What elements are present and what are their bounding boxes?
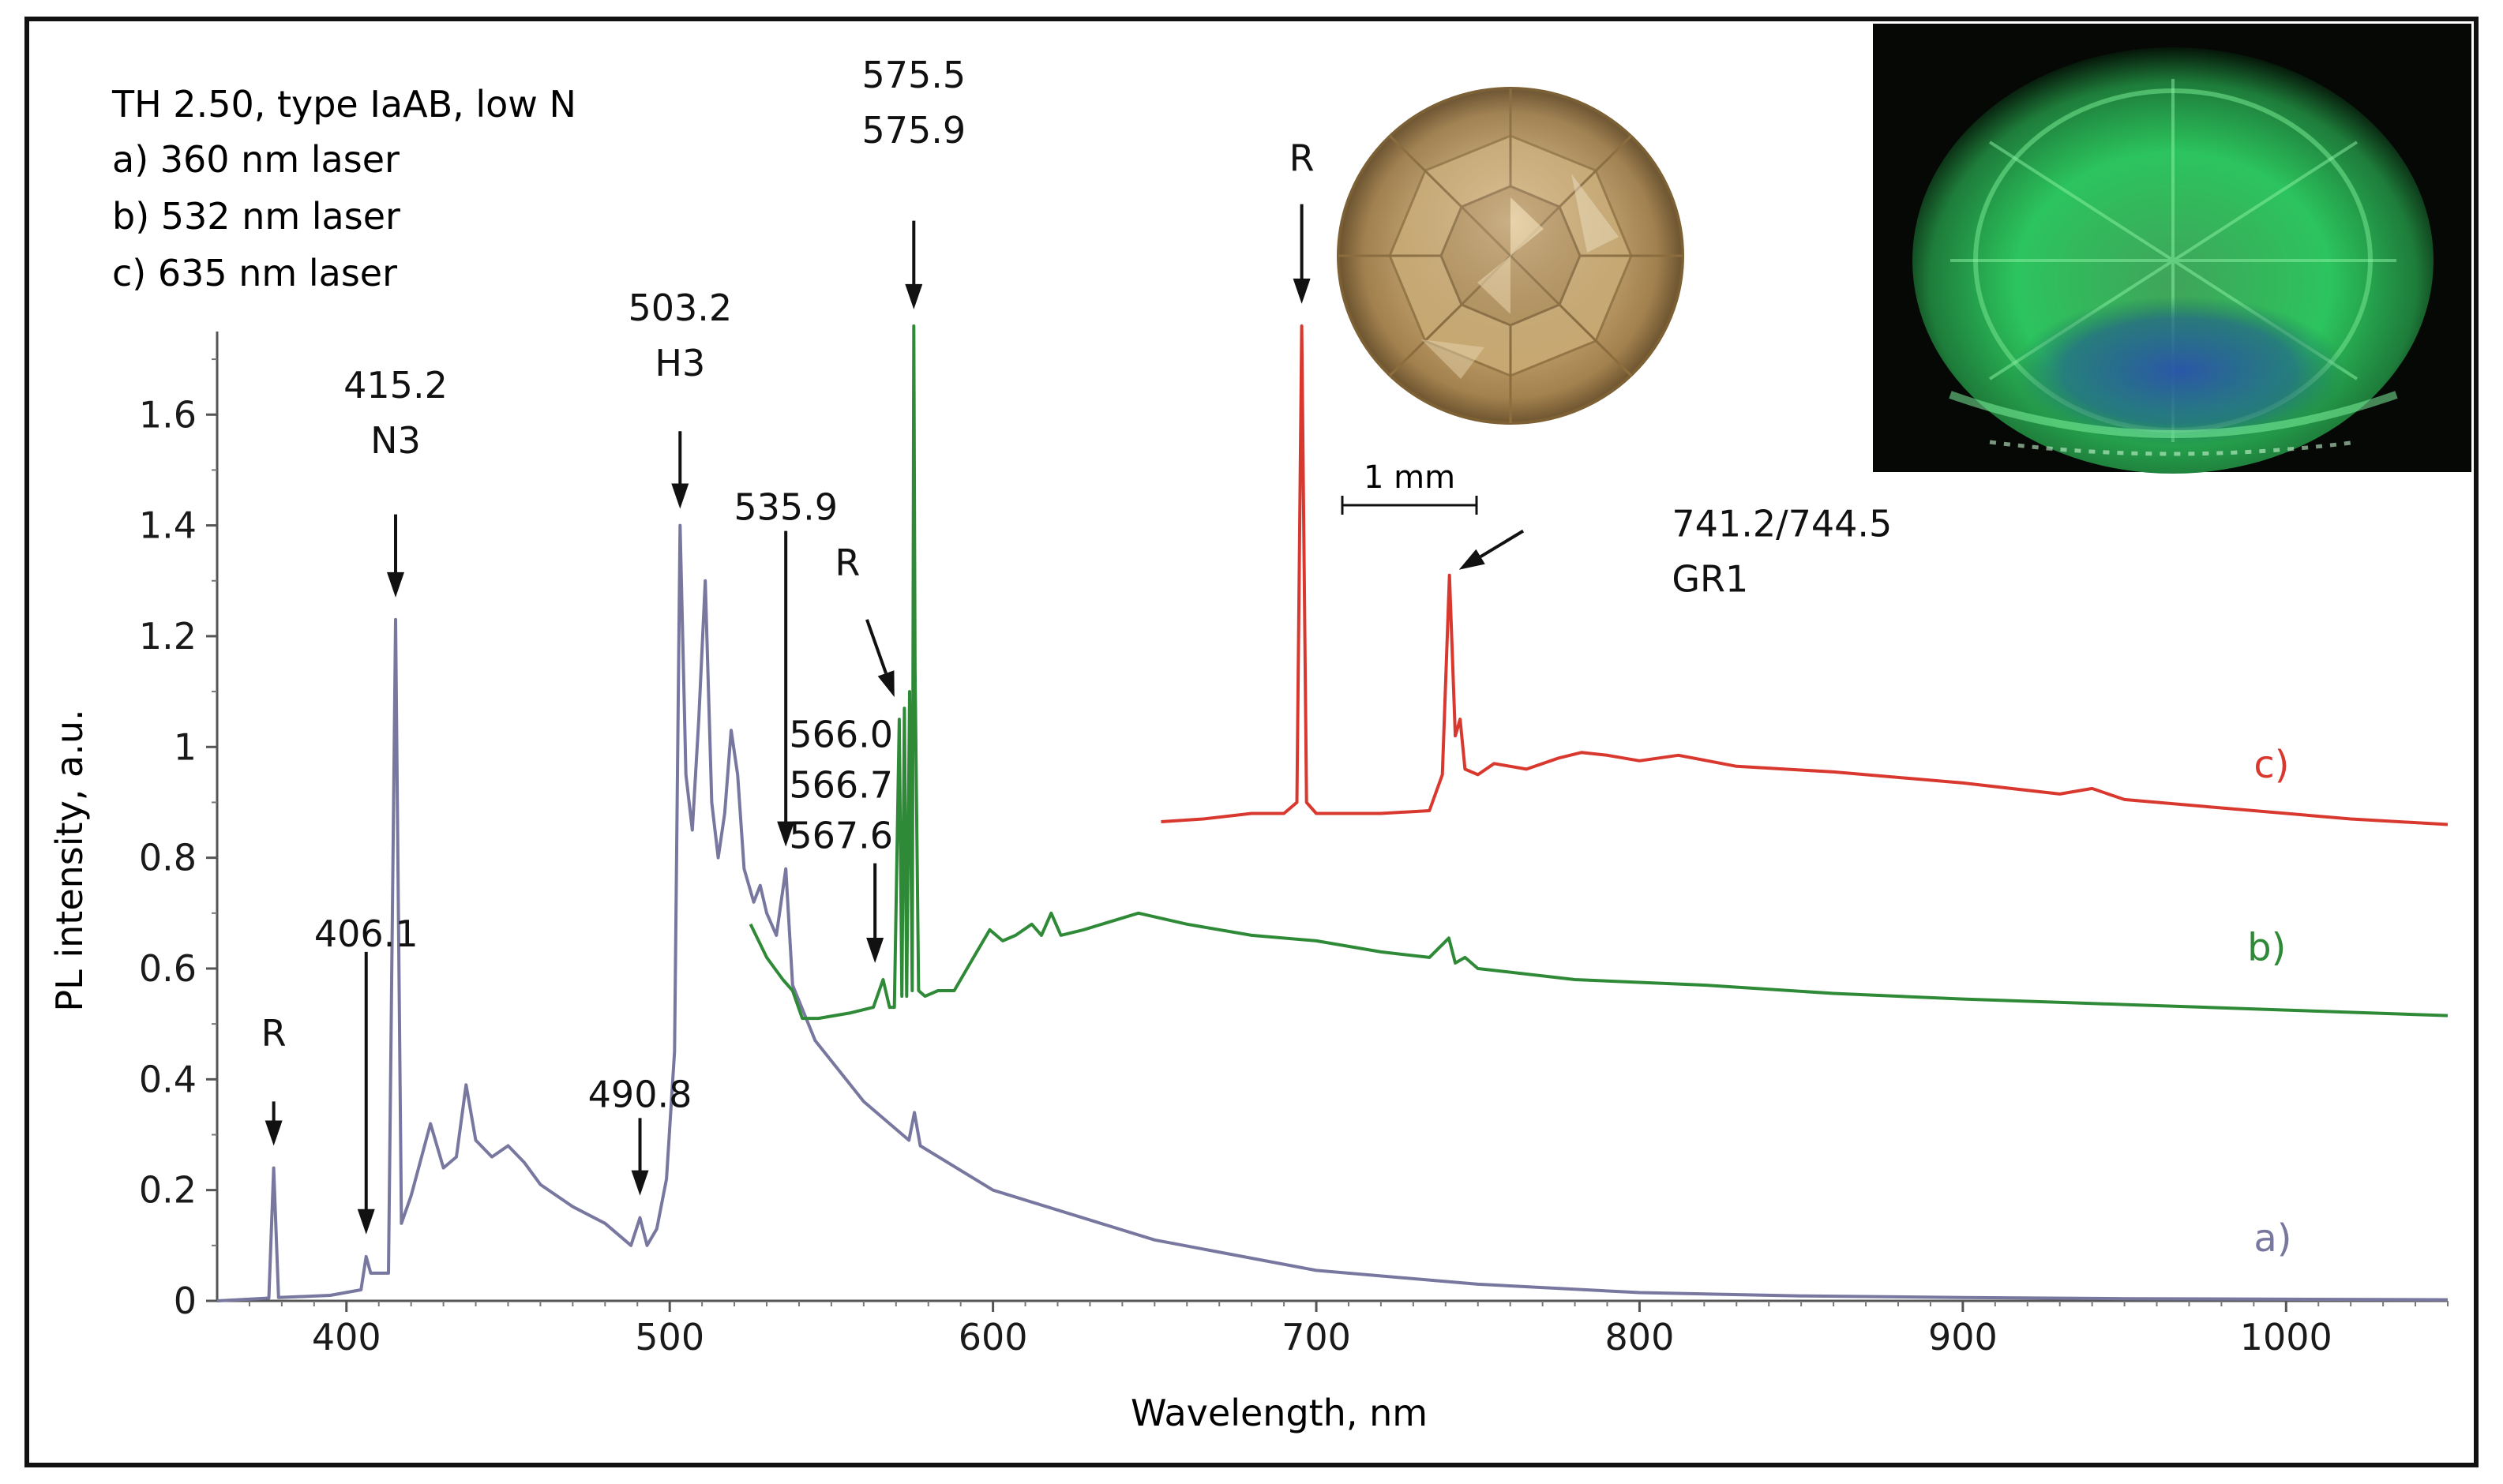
annotation-arrow-head [387,571,404,598]
series-a-line [216,523,2449,1302]
annotation-p-575: 575.5 575.9 [861,54,966,309]
x-tick-label: 400 [312,1316,381,1358]
annotations-layer: R 406.1 415.2 N3 490.8 503.2 H3 535.9 566.0 566.7… [261,54,1892,1235]
x-tick-label: 700 [1282,1316,1351,1358]
annotation-arrow-head [1458,549,1485,570]
annotation-r-695: R [1289,137,1315,304]
annotation-arrow-head [631,1170,649,1196]
legend-line-b: b) 532 nm laser [112,195,400,238]
annotation-label: N3 [370,419,421,462]
legend-line-title: TH 2.50, type IaAB, low N [111,83,576,126]
annotation-arrow-head [671,483,689,509]
annotation-arrow-head [877,670,895,698]
annotation-label: 567.6 [789,814,893,856]
y-tick-label: 0.6 [139,947,197,990]
annotation-label: H3 [655,342,705,384]
series-b-label: b) [2247,925,2286,969]
annotation-arrow-shaft [865,619,887,674]
annotation-label: 575.5 [861,54,966,96]
x-axis-title: Wavelength, nm [1131,1392,1428,1434]
annotation-p-406: 406.1 [314,913,418,1235]
scale-bar: 1 mm [1341,459,1478,515]
annotation-arrow-head [866,937,884,963]
annotation-label: GR1 [1672,558,1748,601]
annotation-r-570: R [835,542,895,698]
annotation-p-566: 566.0 566.7 567.6 [789,713,893,963]
annotation-label: 406.1 [314,913,418,955]
legend-line-c: c) 635 nm laser [112,252,397,294]
annotation-label: 575.9 [861,109,966,152]
scale-bar-label: 1 mm [1364,459,1455,496]
annotation-p-415: 415.2 N3 [343,364,448,598]
y-tick-label: 1.4 [139,504,197,547]
annotation-arrow-shaft [1480,529,1525,558]
y-tick-label: 1.2 [139,615,197,658]
series-b-line [749,324,2449,1021]
annotation-arrow-head [357,1209,375,1235]
y-tick-label: 1 [174,725,197,768]
annotation-label: R [1289,137,1315,180]
x-tick-label: 600 [959,1316,1028,1358]
annotation-p-536: 535.9 [734,486,838,847]
y-tick-label: 0 [174,1280,197,1322]
series-c-label: c) [2253,743,2289,787]
y-tick-label: 0.2 [139,1169,197,1212]
axes: 400 500 600 700 800 900 1000 0 0.2 0.4 0.6 0.8 1 1.2 1… [139,332,2449,1358]
figure-frame [24,17,2479,1467]
x-tick-label: 800 [1605,1316,1675,1358]
y-axis-title: PL intensity, a.u. [48,709,91,1011]
annotation-label: 566.7 [789,763,893,806]
y-tick-label: 0.8 [139,837,197,879]
annotation-arrow-head [777,821,795,847]
annotation-p-491: 490.8 [588,1073,692,1196]
series-c-line [1161,324,2449,826]
annotation-arrow-head [265,1120,283,1146]
x-tick-label: 1000 [2240,1316,2332,1358]
annotation-p-503: 503.2 H3 [628,287,732,509]
y-tick-label: 1.6 [139,393,197,436]
annotation-label: 490.8 [588,1073,692,1115]
x-tick-label: 500 [635,1316,704,1358]
annotation-label: 566.0 [789,713,893,755]
annotation-label: 741.2/744.5 [1672,503,1892,545]
annotation-label: R [261,1012,287,1055]
annotation-r-378: R [261,1012,287,1146]
fluorescence-photo [1873,24,2471,474]
series-layer: a) b) c) [216,324,2449,1302]
annotation-label: 503.2 [628,287,732,329]
series-a-label: a) [2253,1216,2291,1261]
legend-line-a: a) 360 nm laser [112,138,400,181]
annotation-p-741: 741.2/744.5 GR1 [1458,503,1892,601]
annotation-arrow-head [905,283,923,309]
annotation-label: 415.2 [343,364,448,407]
legend-block: TH 2.50, type IaAB, low N a) 360 nm lase… [111,83,576,294]
y-tick-label: 0.4 [139,1058,197,1100]
annotation-arrow-head [1293,278,1311,304]
x-tick-label: 900 [1928,1316,1998,1358]
annotation-label: 535.9 [734,486,838,529]
annotation-label: R [835,542,860,584]
diamond-photo [1337,87,1684,425]
